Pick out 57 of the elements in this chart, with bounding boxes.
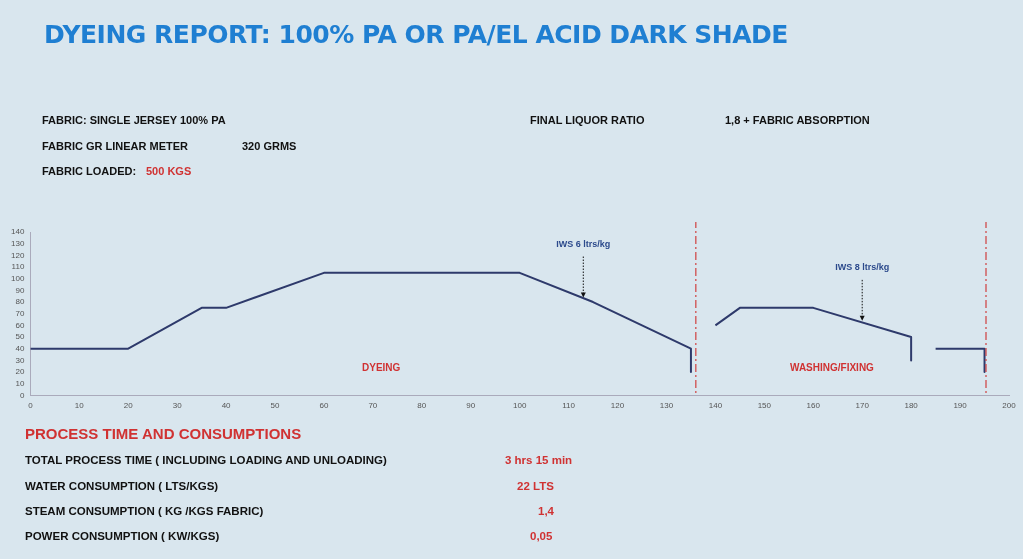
x-tick-label: 190 (953, 401, 968, 411)
y-tick-label: 110 (11, 262, 25, 272)
y-tick-label: 60 (15, 320, 25, 330)
x-tick-label: 170 (855, 401, 870, 411)
y-tick-label: 120 (10, 250, 25, 260)
x-tick-label: 20 (123, 401, 134, 411)
x-tick-label: 180 (904, 401, 919, 411)
text: STEAM CONSUMPTION ( KG /KGS FABRIC) (25, 505, 264, 517)
y-tick-label: 0 (19, 390, 25, 400)
y-tick-label: 40 (15, 343, 25, 353)
annotation: WASHING/FIXING (790, 362, 874, 373)
x-tick-label: 10 (74, 401, 85, 411)
y-tick-label: 30 (15, 355, 25, 365)
text: 1,8 + FABRIC ABSORPTION (725, 114, 870, 126)
x-tick-label: 80 (417, 401, 427, 411)
x-tick-label: 70 (368, 401, 378, 411)
x-tick-label: 0 (28, 401, 34, 411)
y-tick-label: 10 (15, 378, 25, 388)
text: PROCESS TIME AND CONSUMPTIONS (25, 425, 302, 442)
chart-title: DYEING REPORT: 100% PA OR PA/EL ACID DARK SHADE (44, 20, 788, 49)
x-tick-label: 200 (1002, 401, 1017, 411)
text: FABRIC GR LINEAR METER (42, 140, 189, 152)
text: 1,4 (538, 505, 554, 517)
text: 3 hrs 15 min (505, 454, 573, 466)
x-tick-label: 130 (659, 401, 674, 411)
text: 22 LTS (517, 480, 554, 492)
y-tick-label: 70 (15, 308, 25, 318)
y-tick-label: 50 (15, 332, 25, 342)
text: FABRIC LOADED: (42, 165, 137, 177)
text: FABRIC: SINGLE JERSEY 100% PA (42, 114, 226, 126)
x-tick-label: 60 (319, 401, 329, 411)
x-tick-label: 150 (757, 401, 772, 411)
x-tick-label: 30 (172, 401, 183, 411)
text: 0,05 (530, 530, 553, 542)
text: FINAL LIQUOR RATIO (530, 114, 645, 126)
y-tick-label: 80 (15, 297, 25, 307)
annotation: IWS 8 ltrs/kg (835, 261, 890, 272)
text: 320 GRMS (242, 140, 297, 152)
x-tick-label: 50 (270, 401, 281, 411)
text: TOTAL PROCESS TIME ( INCLUDING LOADING AND UNLOADING) (25, 454, 387, 466)
y-tick-label: 140 (10, 227, 25, 237)
x-tick-label: 160 (806, 401, 821, 411)
x-tick-label: 140 (708, 401, 723, 411)
x-tick-label: 100 (512, 401, 527, 411)
x-tick-label: 120 (610, 401, 625, 411)
y-tick-label: 100 (10, 273, 25, 283)
x-tick-label: 110 (562, 401, 576, 411)
x-tick-label: 90 (466, 401, 476, 411)
text: WATER CONSUMPTION ( LTS/KGS) (25, 480, 219, 492)
x-tick-label: 40 (221, 401, 232, 411)
text: POWER CONSUMPTION ( KW/KGS) (25, 530, 220, 542)
y-tick-label: 20 (15, 367, 25, 377)
text: 500 KGS (146, 165, 192, 177)
annotation: IWS 6 ltrs/kg (556, 238, 611, 249)
annotation: DYEING (362, 362, 401, 373)
y-tick-label: 90 (15, 285, 25, 295)
y-tick-label: 130 (10, 238, 25, 248)
